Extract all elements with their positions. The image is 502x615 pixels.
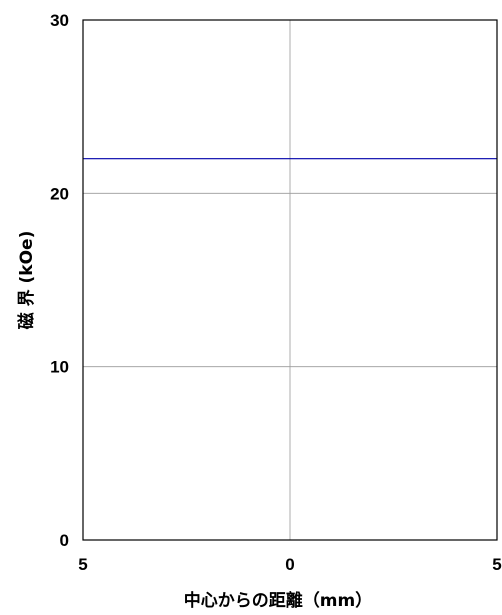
plot-area-frame bbox=[82, 19, 498, 541]
y-tick-label: 20 bbox=[50, 184, 69, 203]
y-tick-label: 30 bbox=[50, 11, 69, 30]
x-tick-label: 0 bbox=[285, 555, 294, 574]
x-tick-label: 5 bbox=[492, 555, 501, 574]
y-tick-label: 0 bbox=[60, 531, 69, 550]
x-axis-title: 中心からの距離（mm） bbox=[184, 590, 372, 611]
x-tick-labels: 5 0 5 bbox=[78, 555, 501, 574]
y-tick-labels: 0 10 20 30 bbox=[50, 11, 69, 550]
y-tick-label: 10 bbox=[50, 358, 69, 377]
grid-lines bbox=[83, 20, 497, 540]
x-tick-label: 5 bbox=[78, 555, 87, 574]
y-axis-title: 磁 界 (kOe) bbox=[16, 231, 37, 330]
